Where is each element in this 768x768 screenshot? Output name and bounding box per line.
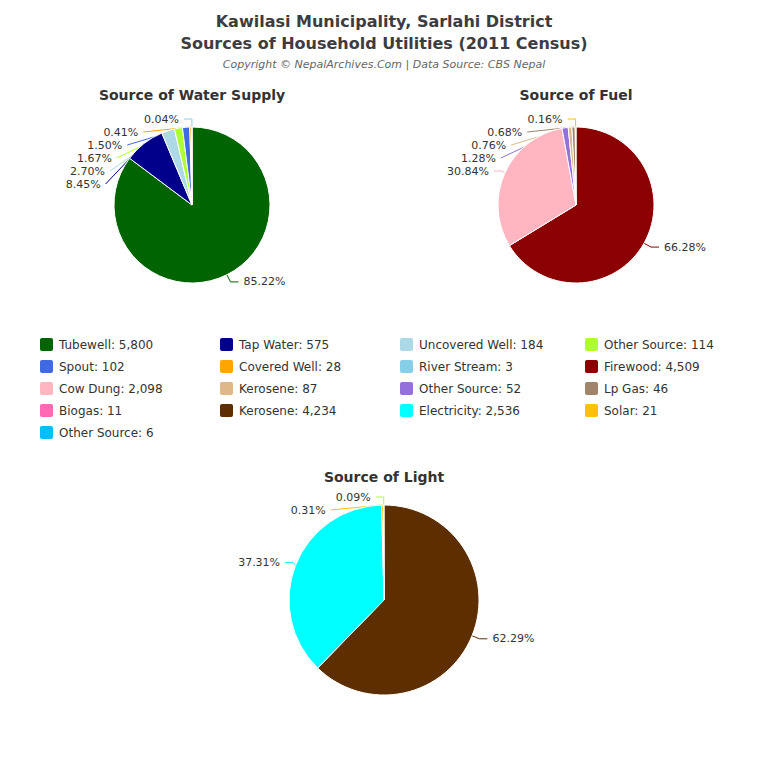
svg-text:66.28%: 66.28%: [664, 241, 706, 254]
svg-text:Biogas: 11: Biogas: 11: [59, 404, 122, 418]
svg-text:0.31%: 0.31%: [291, 504, 326, 517]
svg-text:37.31%: 37.31%: [238, 556, 280, 569]
svg-text:Source of Fuel: Source of Fuel: [520, 87, 633, 103]
svg-text:Other Source: 6: Other Source: 6: [59, 426, 154, 440]
svg-text:Tubewell: 5,800: Tubewell: 5,800: [58, 338, 153, 352]
svg-text:Kerosene: 4,234: Kerosene: 4,234: [239, 404, 337, 418]
svg-text:Sources of Household Utilities: Sources of Household Utilities (2011 Cen…: [180, 34, 587, 53]
svg-text:62.29%: 62.29%: [492, 632, 534, 645]
svg-text:Other Source: 52: Other Source: 52: [419, 382, 521, 396]
svg-text:Firewood: 4,509: Firewood: 4,509: [604, 360, 700, 374]
svg-text:Uncovered Well: 184: Uncovered Well: 184: [419, 338, 543, 352]
svg-text:Source of Light: Source of Light: [324, 469, 445, 485]
svg-text:Other Source: 114: Other Source: 114: [604, 338, 714, 352]
svg-text:1.28%: 1.28%: [461, 152, 496, 165]
svg-text:1.67%: 1.67%: [77, 152, 112, 165]
svg-text:Electricity: 2,536: Electricity: 2,536: [419, 404, 520, 418]
svg-text:0.09%: 0.09%: [336, 491, 371, 504]
svg-text:8.45%: 8.45%: [66, 178, 101, 191]
svg-text:Cow Dung: 2,098: Cow Dung: 2,098: [59, 382, 163, 396]
svg-text:Spout: 102: Spout: 102: [59, 360, 125, 374]
svg-text:Source of Water Supply: Source of Water Supply: [99, 87, 285, 103]
svg-text:Tap Water: 575: Tap Water: 575: [238, 338, 329, 352]
svg-text:0.76%: 0.76%: [471, 139, 506, 152]
svg-text:Kawilasi Municipality, Sarlahi: Kawilasi Municipality, Sarlahi District: [216, 12, 553, 31]
svg-text:0.04%: 0.04%: [144, 113, 179, 126]
svg-text:River Stream: 3: River Stream: 3: [419, 360, 513, 374]
svg-text:Solar: 21: Solar: 21: [604, 404, 658, 418]
svg-text:2.70%: 2.70%: [70, 165, 105, 178]
svg-text:85.22%: 85.22%: [243, 275, 285, 288]
svg-text:0.68%: 0.68%: [487, 126, 522, 139]
svg-text:30.84%: 30.84%: [447, 165, 489, 178]
svg-text:Covered Well: 28: Covered Well: 28: [239, 360, 341, 374]
svg-text:Lp Gas: 46: Lp Gas: 46: [604, 382, 668, 396]
svg-text:Copyright © NepalArchives.Com: Copyright © NepalArchives.Com | Data Sou…: [223, 58, 545, 71]
svg-text:Kerosene: 87: Kerosene: 87: [239, 382, 317, 396]
svg-text:0.16%: 0.16%: [528, 113, 563, 126]
svg-text:1.50%: 1.50%: [87, 139, 122, 152]
svg-text:0.41%: 0.41%: [103, 126, 138, 139]
